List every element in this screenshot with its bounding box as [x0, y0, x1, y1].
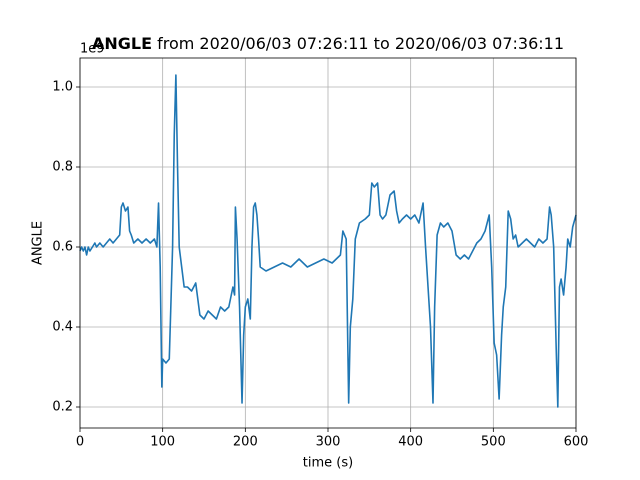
x-tick-label: 200: [233, 435, 258, 450]
title-rest: from 2020/06/03 07:26:11 to 2020/06/03 0…: [157, 34, 564, 53]
y-tick-label: 0.2: [52, 400, 73, 415]
y-tick-label: 1.0: [52, 80, 73, 95]
x-tick-label: 600: [564, 435, 589, 450]
y-tick-label: 0.4: [52, 320, 73, 335]
x-tick-label: 500: [481, 435, 506, 450]
offset-label: 1e9: [80, 42, 105, 57]
chart-title: ANGLE from 2020/06/03 07:26:11 to 2020/0…: [92, 34, 564, 53]
data-line: [79, 74, 577, 408]
y-axis-label: ANGLE: [31, 221, 46, 265]
x-tick-label: 300: [316, 435, 341, 450]
x-tick-label: 400: [398, 435, 423, 450]
y-tick-label: 0.8: [52, 160, 73, 175]
x-axis-label: time (s): [303, 456, 353, 471]
x-tick-label: 0: [76, 435, 84, 450]
title-bold: ANGLE: [92, 34, 152, 53]
x-tick-label: 100: [150, 435, 175, 450]
plot-frame: [79, 57, 577, 429]
y-tick-label: 0.6: [52, 240, 73, 255]
